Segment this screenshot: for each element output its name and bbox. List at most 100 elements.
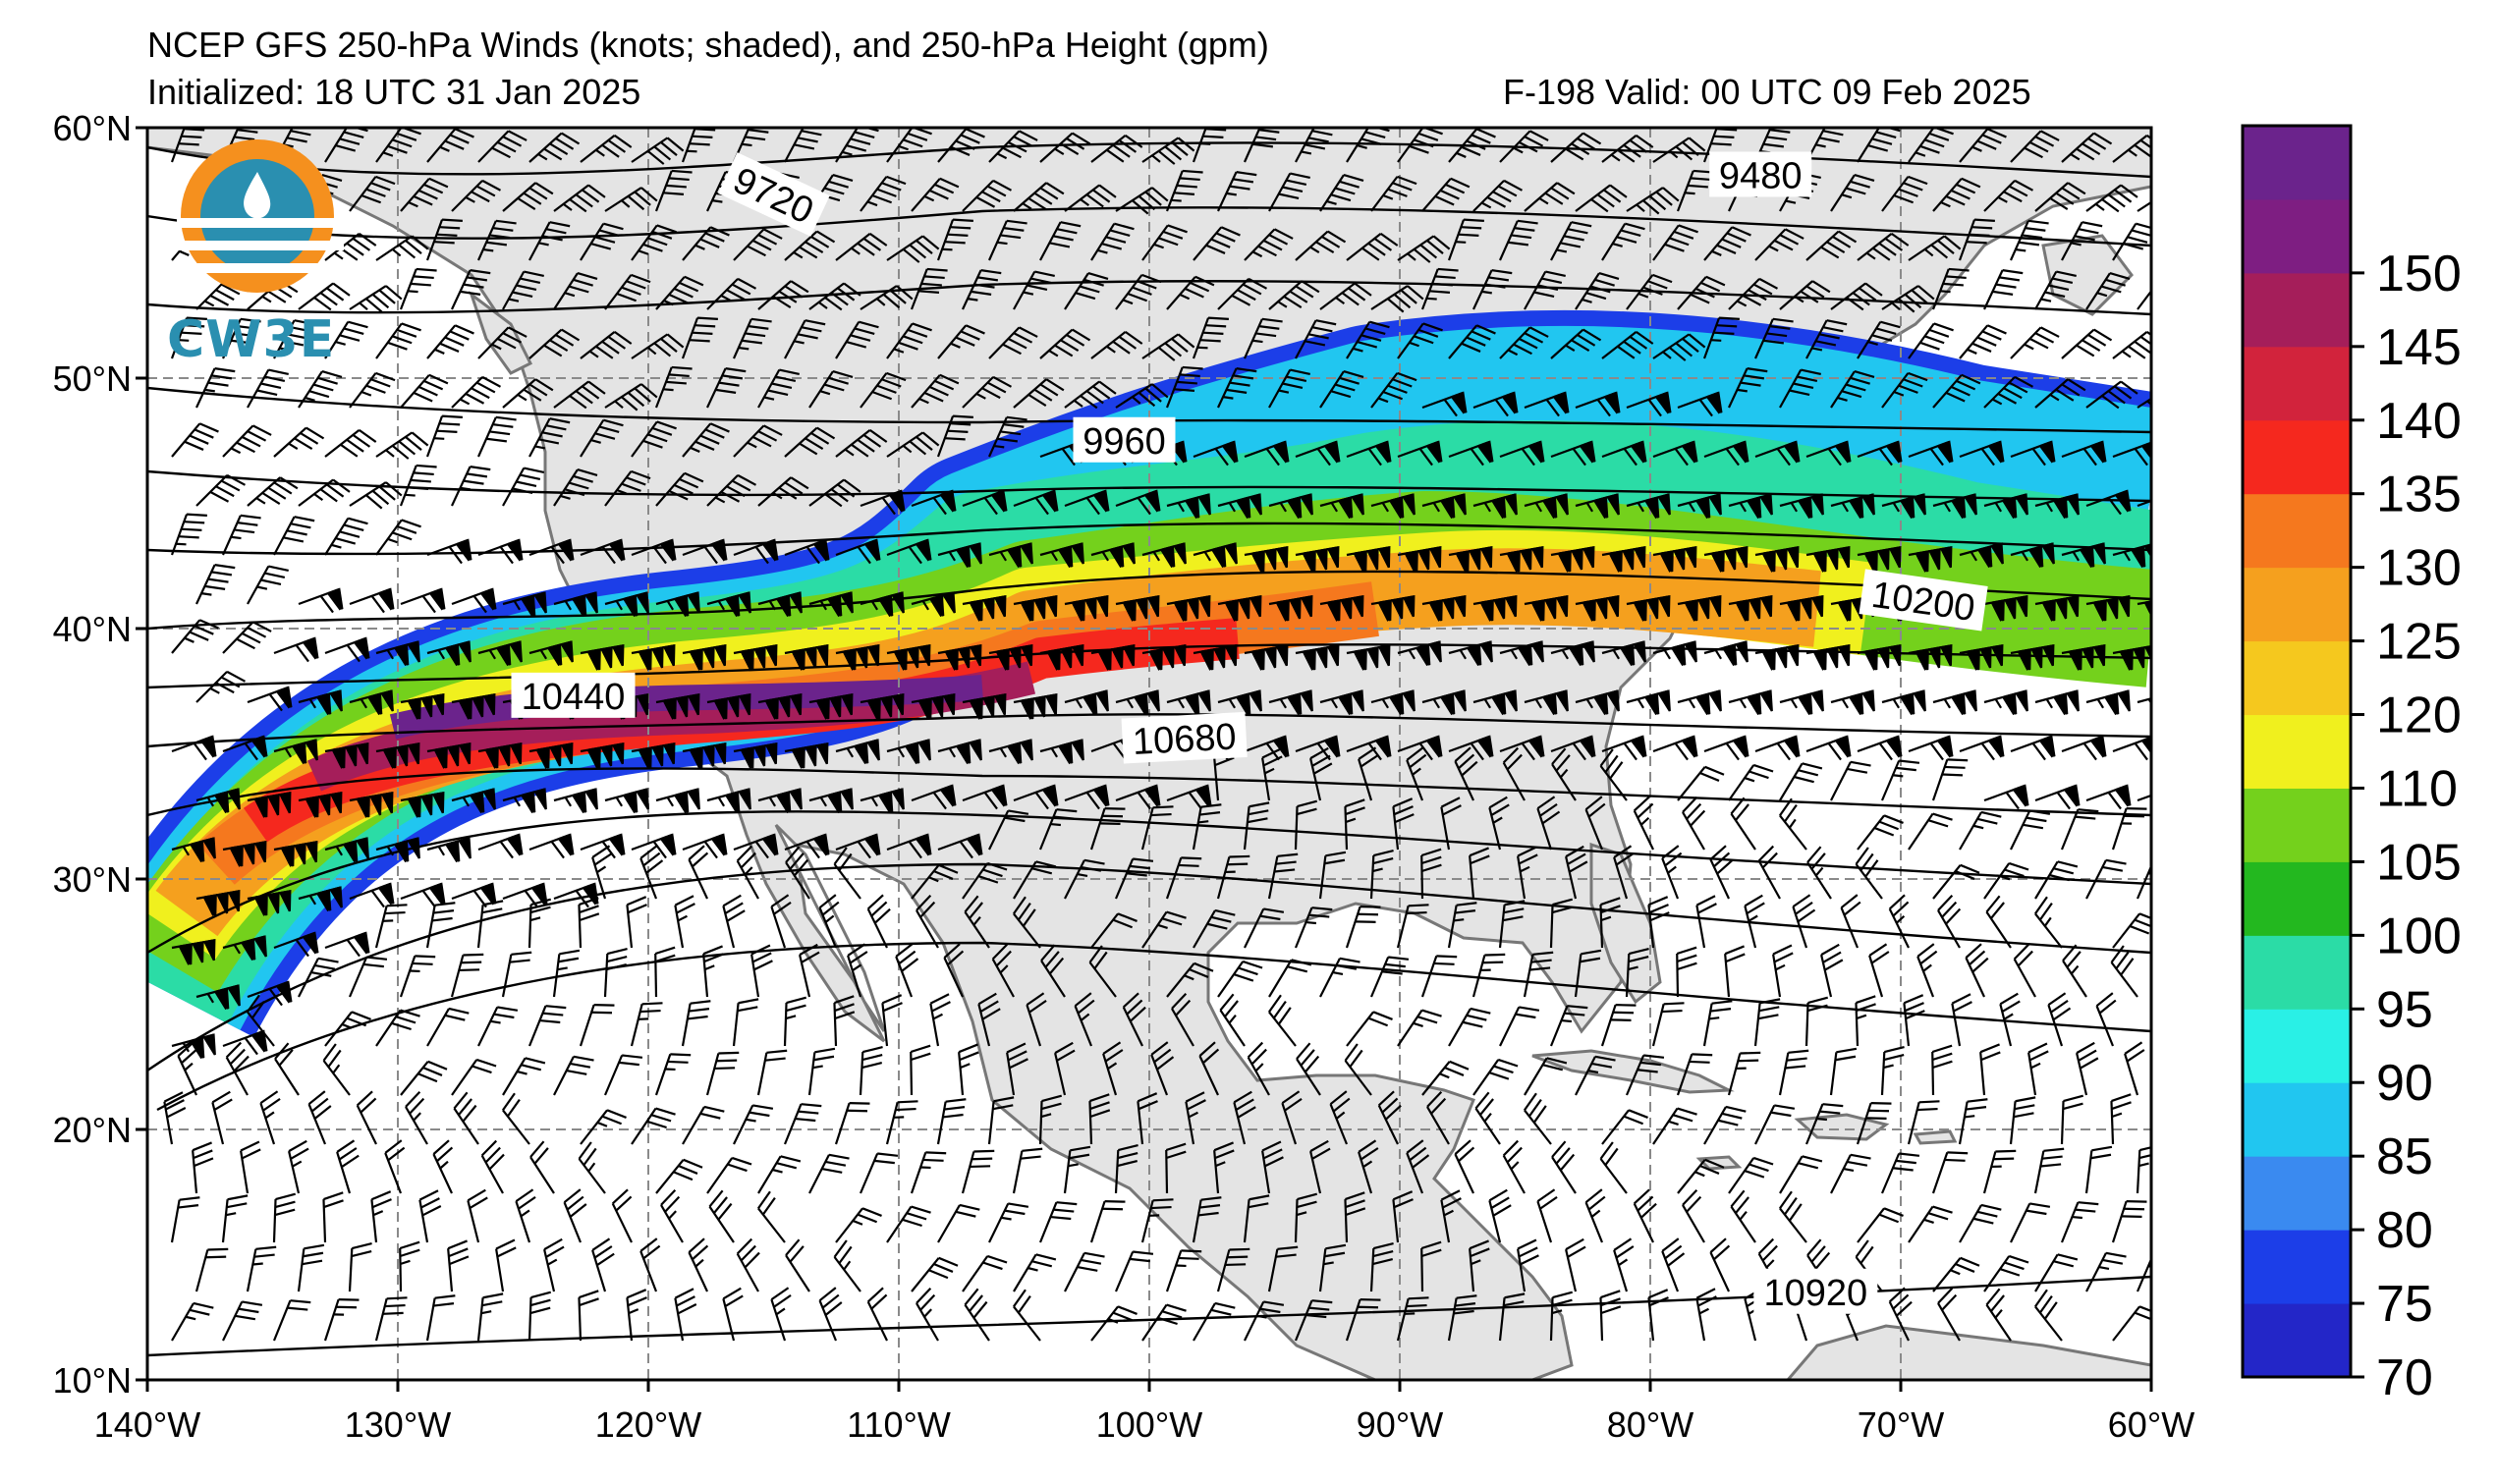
wind-barb [1625,1054,1665,1096]
wind-barb [426,640,472,667]
wind-barb [374,1296,408,1342]
wind-barb [451,179,502,212]
wind-barb [886,431,940,458]
wind-barb [528,833,575,859]
wind-barb [272,1192,297,1243]
wind-barb [553,468,598,507]
wind-barb [1319,957,1360,998]
wind-barb [247,565,289,605]
wind-barb [1396,1296,1429,1342]
wind-barb [1377,1090,1402,1145]
wind-barb [1728,763,1774,801]
wind-barb [1013,693,1058,720]
wind-barb [425,414,463,458]
wind-barb [580,538,626,565]
wind-barb [2110,945,2138,998]
wind-barb [324,429,377,458]
wind-barb [962,861,1008,900]
wind-barb [1931,1044,1953,1096]
wind-barb [1244,440,1290,467]
wind-barb [937,833,983,859]
wind-barb [1346,644,1391,671]
wind-barb [962,784,1008,810]
wind-barb [706,591,751,618]
wind-barb [1754,1104,1796,1145]
wind-barb [916,894,939,949]
wind-barb [1171,992,1194,1047]
wind-barb [1115,383,1169,409]
wind-barb [477,1006,519,1047]
wind-barb [1523,951,1554,998]
colorbar-swatch [2243,126,2351,200]
wind-barb [170,513,207,556]
wind-barb [1295,319,1337,359]
wind-barb [1857,735,1903,761]
wind-barb [259,1090,281,1145]
wind-barb [1114,857,1154,900]
wind-barb [1122,992,1146,1047]
wind-barb [163,1091,187,1145]
wind-barb [1857,128,1901,163]
wind-barb [886,1205,931,1243]
wind-barb [2085,489,2132,516]
wind-barb [375,1009,420,1047]
wind-barb [1039,542,1084,569]
wind-barb [348,956,388,998]
wind-barb [1565,1237,1586,1292]
wind-barb [1296,1042,1321,1096]
wind-barb [247,368,289,409]
wind-barb [631,742,676,769]
wind-barb [2112,222,2151,261]
wind-barb [2085,784,2132,810]
wind-barb [834,1102,870,1145]
wind-barb [733,1104,774,1145]
wind-barb [757,1155,802,1194]
wind-barb [886,739,931,765]
wind-barb [987,1096,1015,1145]
wind-barb [1421,177,1471,212]
wind-barb [757,280,809,310]
wind-barb [1550,546,1595,573]
wind-barb [1728,689,1773,716]
wind-barb [1217,595,1262,622]
wind-barb [988,326,1038,359]
wind-barb [860,175,907,212]
contour-label-text: 10920 [1763,1273,1867,1314]
wind-barb [1881,689,1926,716]
wind-barb [630,1002,663,1047]
wind-barb [1880,759,1920,801]
lon-tick-label: 130°W [345,1404,451,1445]
wind-barb [1524,182,1576,212]
wind-barb [1090,1305,1138,1342]
wind-barb [1448,440,1494,467]
wind-barb [527,1291,552,1342]
wind-barb [1141,333,1195,361]
wind-barb [733,833,779,859]
wind-barb [426,538,472,565]
wind-barb [784,128,826,163]
wind-barb [1805,230,1858,261]
wind-barb [2034,182,2086,212]
wind-barb [528,417,571,458]
wind-barb [580,833,626,859]
wind-barb [1778,1049,1809,1096]
wind-barb [477,130,527,163]
wind-barb [1888,894,1910,949]
wind-barb [502,182,554,212]
wind-barb [1185,1091,1206,1145]
wind-barb [682,226,730,261]
wind-barb [886,644,931,671]
wind-barb [1524,1092,1552,1145]
wind-barb [563,1188,587,1243]
wind-barb [324,931,370,958]
wind-barb [654,1053,692,1096]
wind-barb [682,422,730,458]
wind-barb [399,1240,420,1292]
wind-barb [1268,493,1313,520]
wind-barb [375,431,429,460]
wind-barb [1779,1190,1807,1243]
wind-barb [962,179,1013,212]
wind-barb [1141,1303,1187,1342]
wind-barb [660,1188,684,1243]
wind-barb [2010,1202,2051,1243]
